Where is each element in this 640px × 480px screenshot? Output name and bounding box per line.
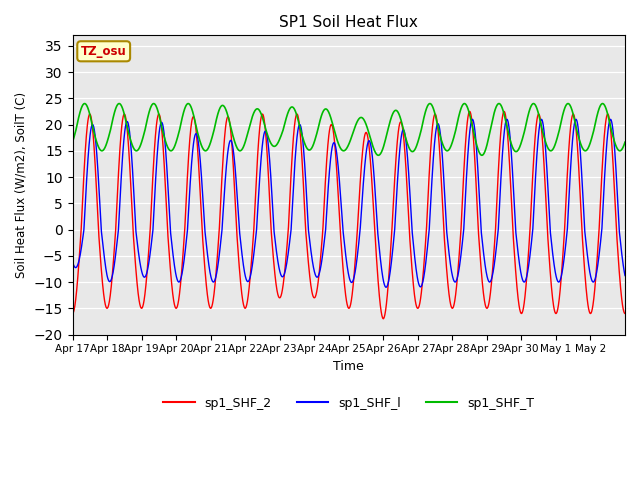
sp1_SHF_2 (604, 112, 612, 118)
sp1_SHF_l (621, 273, 629, 278)
sp1_SHF_l (301, 161, 308, 167)
sp1_SHF_2 (68, 311, 76, 316)
X-axis label: Time: Time (333, 360, 364, 373)
Title: SP1 Soil Heat Flux: SP1 Soil Heat Flux (279, 15, 418, 30)
Legend: sp1_SHF_2, sp1_SHF_l, sp1_SHF_T: sp1_SHF_2, sp1_SHF_l, sp1_SHF_T (159, 392, 539, 415)
sp1_SHF_2 (305, 267, 313, 273)
sp1_SHF_T (426, 101, 434, 107)
sp1_SHF_2 (621, 311, 629, 316)
Y-axis label: Soil Heat Flux (W/m2), SoilT (C): Soil Heat Flux (W/m2), SoilT (C) (15, 92, 28, 278)
sp1_SHF_l (607, 117, 614, 122)
Text: TZ_osu: TZ_osu (81, 45, 127, 58)
sp1_SHF_T (301, 141, 308, 146)
sp1_SHF_l (305, 232, 313, 238)
Line: sp1_SHF_2: sp1_SHF_2 (72, 111, 625, 319)
sp1_SHF_T (374, 153, 382, 158)
Line: sp1_SHF_T: sp1_SHF_T (72, 104, 625, 156)
sp1_SHF_l (577, 154, 584, 160)
sp1_SHF_T (305, 147, 313, 153)
sp1_SHF_T (470, 132, 478, 137)
sp1_SHF_T (621, 139, 629, 145)
sp1_SHF_2 (380, 316, 387, 322)
sp1_SHF_l (68, 259, 76, 264)
sp1_SHF_T (604, 114, 612, 120)
sp1_SHF_T (68, 139, 76, 145)
sp1_SHF_l (470, 121, 478, 127)
Line: sp1_SHF_l: sp1_SHF_l (72, 120, 625, 287)
sp1_SHF_l (604, 126, 612, 132)
sp1_SHF_2 (577, 205, 584, 211)
sp1_SHF_2 (470, 144, 478, 149)
sp1_SHF_l (382, 284, 390, 290)
sp1_SHF_2 (500, 108, 508, 114)
sp1_SHF_T (577, 141, 584, 147)
sp1_SHF_l (331, 142, 339, 147)
sp1_SHF_2 (301, 206, 308, 212)
sp1_SHF_2 (331, 144, 339, 150)
sp1_SHF_T (331, 130, 339, 136)
